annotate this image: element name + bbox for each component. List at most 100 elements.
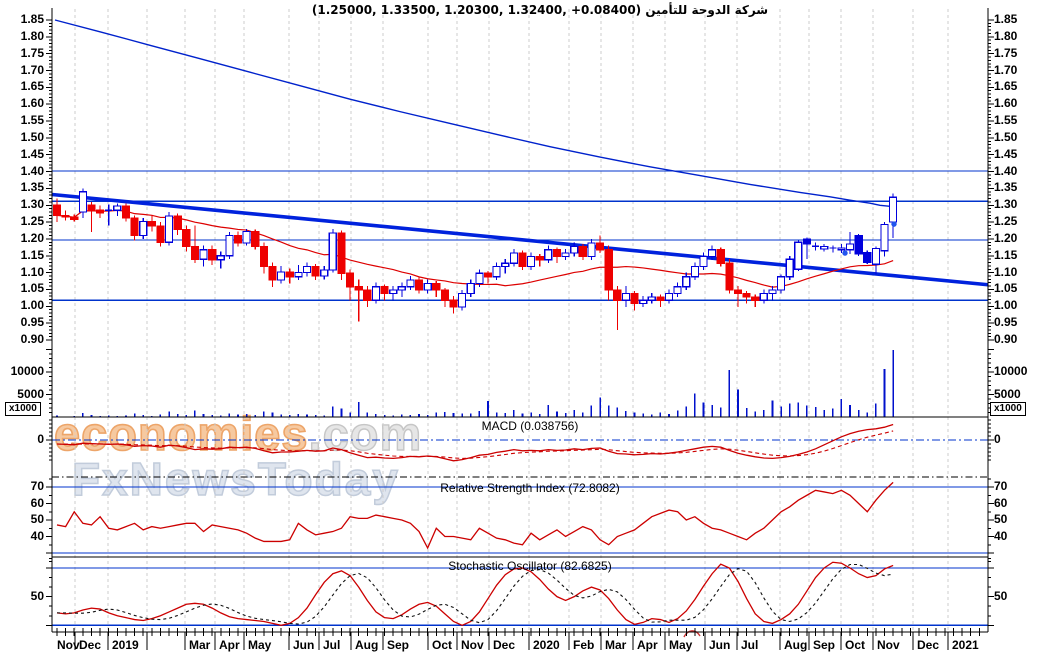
candle-body [492,265,501,278]
candle-body [630,292,639,305]
candle-body [613,289,622,301]
candle-body [216,255,225,261]
candle-body [854,234,863,255]
candle-body [113,205,122,211]
candle-body [294,272,303,278]
candle-body [785,258,794,278]
candle-body [87,204,96,211]
chart-title: شركة الدوحة للتأمين (1.25000, 1.33500, 1… [40,3,1040,17]
candle-body [61,214,70,218]
candle-body [837,247,846,251]
watermark-fxnewstoday: FxNewsToday [71,452,400,506]
candle-body [406,279,415,288]
candle-body [871,247,881,265]
candle-body [742,292,751,298]
candle-body [320,269,329,277]
candle-body [449,299,458,308]
chart-title-ohlc-values: (1.25000, 1.33500, 1.20300, 1.32400, +0.… [311,3,642,17]
candle-body [78,191,87,213]
candle-body [716,249,725,264]
candle-body [802,238,812,245]
candle-body [354,286,363,291]
candle-body [251,230,260,247]
candle-body [147,220,156,227]
candle-body [285,271,294,278]
candle-body [526,255,536,268]
candle-body [863,251,872,264]
candle-body [397,286,406,291]
candle-body [475,272,484,285]
candle-body [199,249,208,260]
candle-body [639,299,648,305]
candle-body [544,249,553,261]
candle-body [621,292,631,301]
candle-body [673,286,682,295]
candle-body [561,252,570,258]
candle-body [259,245,268,268]
candle-body [242,230,251,244]
watermark-x-mark [683,630,701,638]
watermark-economies: economies.com [53,406,423,461]
chart-title-name: شركة الدوحة للتأمين [645,3,769,17]
candle-body [518,252,527,268]
short-ma-line [56,209,894,288]
candle-body [880,223,889,252]
rsi-panel-label: Relative Strength Index (72.8082) [440,481,620,495]
candle-body [690,265,699,278]
candle-body [733,289,743,295]
candle-body [458,292,467,308]
candle-body [682,276,691,288]
candle-body [768,289,777,295]
candle-body [509,252,518,264]
macd-signal-line [56,430,894,459]
candle-body [535,255,544,261]
candle-body [708,249,717,258]
candle-body [302,265,312,274]
candle-body [225,234,234,257]
stoch-panel-label: Stochastic Oscillator (82.6825) [448,559,612,573]
candle-body [423,282,432,291]
candle-body [95,209,105,214]
candle-body [725,262,734,291]
candle-body [552,249,562,258]
candle-body [820,245,829,250]
candle-body [656,296,665,301]
candle-body [311,265,320,277]
candle-body [121,205,131,219]
candle-body [776,276,786,291]
volume-scale-box-left: x1000 [5,402,41,416]
rsi-line [56,481,894,550]
watermark-suffix-text: .com [308,406,423,460]
candle-body [268,265,277,281]
macd-line [56,423,894,462]
candle-body [208,249,217,261]
candle-body [337,232,346,274]
trendline [51,192,989,287]
stoch-d-line [57,563,894,625]
candle-body [570,245,579,254]
candle-body [751,296,760,301]
candle-body [371,286,381,301]
candle-body [595,242,605,251]
candle-body [70,216,79,221]
candle-body [604,249,613,291]
candle-body [587,242,596,258]
candle-body [889,196,898,223]
candle-body [380,286,389,295]
candle-body [647,296,656,301]
candle-body [483,272,493,278]
candle-body [794,241,803,270]
candle-body [182,228,191,247]
candle-body [664,292,674,301]
candle-body [699,255,708,268]
candle-body [501,262,510,268]
signal-dot [842,250,848,256]
candle-body [578,245,587,258]
macd-panel-label: MACD (0.038756) [481,419,579,433]
candle-body [845,243,855,251]
candle-body [440,289,449,301]
candle-body [345,272,355,288]
candle-body [414,279,424,291]
